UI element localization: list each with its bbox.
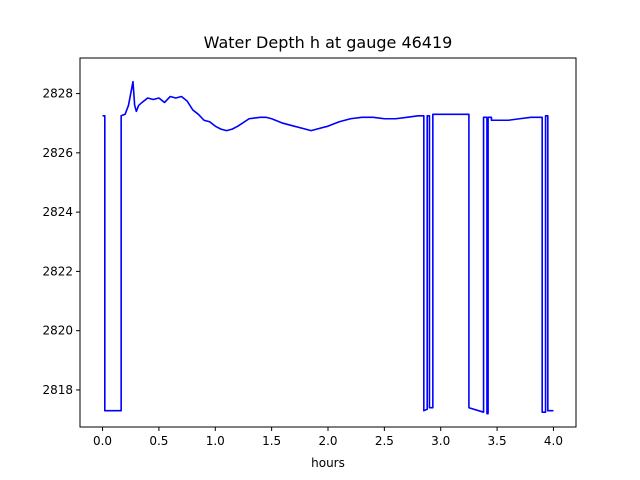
- y-tick-label: 2824: [42, 205, 73, 219]
- x-tick-label: 3.0: [431, 434, 450, 448]
- x-tick-label: 0.0: [93, 434, 112, 448]
- chart-title: Water Depth h at gauge 46419: [204, 33, 453, 52]
- y-tick-label: 2826: [42, 146, 73, 160]
- x-axis-label: hours: [311, 456, 345, 470]
- x-tick-label: 2.5: [375, 434, 394, 448]
- y-tick-label: 2820: [42, 324, 73, 338]
- y-tick-label: 2822: [42, 264, 73, 278]
- y-tick-label: 2818: [42, 383, 73, 397]
- x-tick-label: 0.5: [149, 434, 168, 448]
- x-tick-label: 1.0: [206, 434, 225, 448]
- y-tick-label: 2828: [42, 87, 73, 101]
- series-line-0: [102, 80, 554, 415]
- x-tick-label: 3.5: [488, 434, 507, 448]
- x-tick-label: 2.0: [318, 434, 337, 448]
- x-tick-label: 1.5: [262, 434, 281, 448]
- x-tick-label: 4.0: [544, 434, 563, 448]
- plot-area: 0.0 0.5 1.0 1.5 2.0 2.5 3.0 3.5 4.0 2818 2820 2822 2…: [42, 57, 577, 448]
